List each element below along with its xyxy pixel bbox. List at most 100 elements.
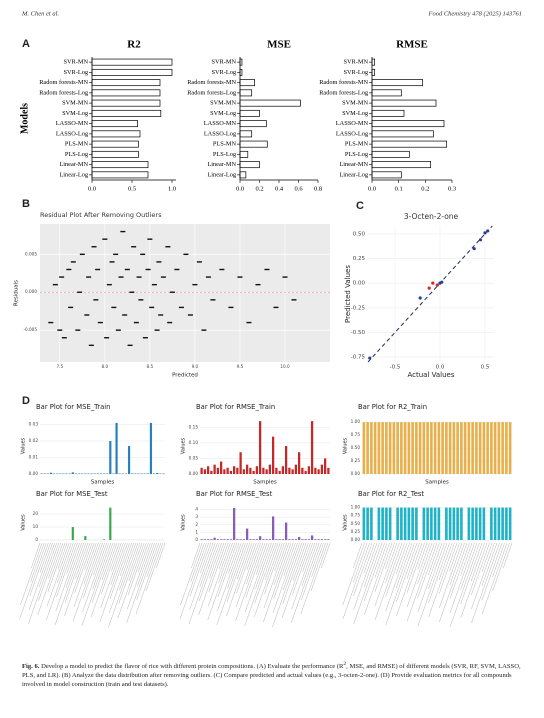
y-tick-label: 4 — [195, 507, 198, 512]
bar — [497, 507, 501, 540]
bar — [370, 422, 373, 474]
bar — [307, 539, 311, 540]
bar — [284, 522, 288, 540]
label-texture — [46, 542, 74, 621]
label-texture — [460, 542, 473, 577]
plot-background — [40, 224, 330, 362]
y-tick-label: 0.05 — [189, 455, 199, 460]
label-texture — [274, 542, 285, 572]
y-tick-label: 0.00 — [29, 471, 39, 476]
label-texture — [246, 542, 257, 571]
label-texture — [396, 542, 418, 603]
label-texture — [281, 542, 309, 619]
category-label: SVR-MN — [212, 59, 237, 66]
point — [124, 268, 130, 271]
bar — [271, 516, 275, 540]
category-label: LASSO-Log — [56, 130, 89, 137]
point — [201, 329, 207, 331]
label-texture — [99, 542, 128, 623]
bar — [493, 507, 497, 540]
bar — [415, 507, 418, 540]
bar — [448, 507, 452, 540]
label-texture — [101, 542, 116, 581]
label-texture — [127, 542, 151, 610]
y-tick-label: 0.00 — [353, 281, 366, 287]
point — [192, 283, 198, 286]
x-axis-label: Actual Values — [407, 371, 454, 379]
point — [427, 286, 431, 290]
label-texture — [439, 542, 463, 609]
label-texture — [137, 542, 153, 587]
bar — [232, 466, 236, 474]
compound-labels — [19, 542, 513, 628]
label-texture — [439, 542, 468, 623]
bar — [400, 422, 403, 474]
x-tick-label: 0.2 — [421, 185, 429, 192]
label-texture — [110, 542, 126, 586]
bar — [236, 539, 239, 540]
label-texture — [191, 542, 201, 569]
label-texture — [428, 542, 455, 618]
x-tick-label: 0.0 — [88, 185, 96, 192]
bar — [255, 539, 259, 540]
bar — [262, 467, 265, 474]
label-texture — [57, 542, 72, 584]
bar — [452, 507, 456, 540]
bar — [371, 171, 402, 179]
label-texture — [246, 542, 261, 585]
label-texture — [374, 542, 398, 607]
label-texture — [73, 542, 97, 608]
bar — [239, 99, 301, 107]
bar — [226, 539, 229, 540]
label-texture — [28, 542, 53, 611]
bar — [381, 507, 384, 540]
x-tick-label: 0.5 — [128, 185, 136, 192]
bar — [371, 161, 432, 169]
bar — [426, 507, 429, 540]
category-label: SVR-Log — [212, 69, 237, 76]
bar — [482, 507, 486, 540]
bar — [392, 422, 396, 474]
caption-label: Fig. 6. — [22, 663, 40, 671]
point — [237, 276, 243, 278]
label-texture — [236, 542, 251, 580]
bar — [478, 507, 482, 540]
bar — [210, 539, 213, 540]
label-texture — [227, 542, 240, 575]
bar — [505, 422, 508, 474]
bar — [377, 422, 381, 474]
y-axis-label: Values — [181, 514, 187, 531]
label-texture — [209, 542, 222, 579]
category-label: Radom forests-Log — [319, 89, 369, 96]
bar — [371, 99, 437, 107]
label-texture — [406, 542, 425, 594]
y-tick-label: 0.50 — [351, 521, 361, 526]
label-texture — [449, 542, 460, 572]
label-texture — [100, 542, 124, 609]
bar — [239, 539, 242, 540]
bar — [210, 470, 213, 474]
bar — [216, 539, 220, 540]
category-label: SVM-Log — [62, 110, 89, 117]
bar — [475, 422, 478, 474]
y-tick-label: -0.75 — [351, 355, 366, 361]
y-tick-label: -0.005 — [24, 327, 38, 332]
chart-title: Bar Plot for R2_Train — [358, 403, 427, 411]
bar — [371, 89, 402, 97]
bar — [320, 464, 324, 474]
bar — [239, 140, 268, 148]
y-axis-label: Values — [21, 514, 27, 531]
label-texture — [263, 542, 292, 623]
category-label: PLS-MN — [65, 141, 89, 148]
bar — [456, 507, 459, 540]
bar — [206, 539, 210, 540]
label-texture — [38, 542, 55, 588]
label-texture — [145, 542, 164, 592]
bar — [291, 469, 294, 474]
point — [111, 306, 117, 309]
bar — [91, 150, 139, 158]
bar — [245, 528, 249, 540]
bar — [297, 536, 301, 540]
point — [435, 283, 439, 287]
bar — [271, 436, 275, 474]
